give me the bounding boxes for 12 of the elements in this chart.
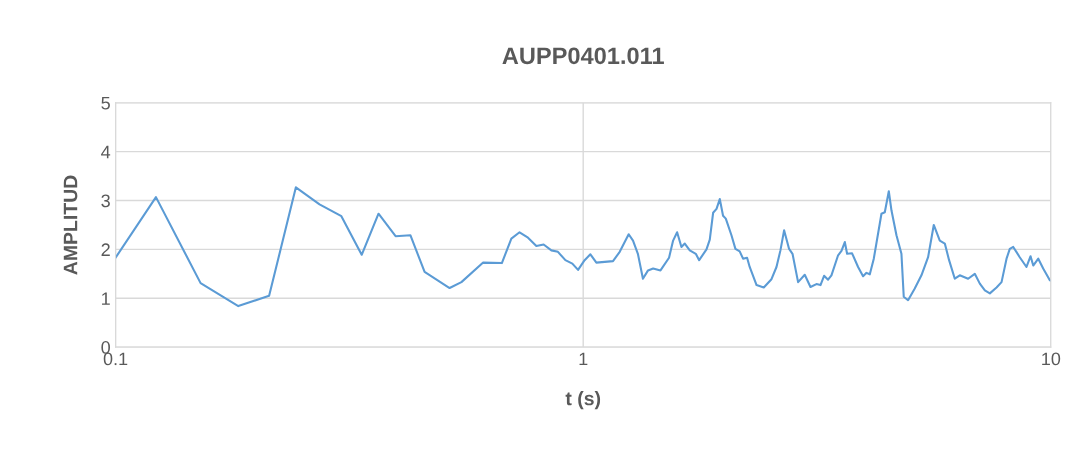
y-tick-label: 1 bbox=[102, 292, 110, 305]
x-axis-title: t (s) bbox=[565, 391, 601, 410]
y-tick-label: 0 bbox=[101, 341, 110, 354]
x-tick-label: 0.1 bbox=[103, 352, 128, 366]
y-tick-label: 4 bbox=[101, 145, 111, 159]
y-axis-title: AMPLITUD bbox=[63, 175, 78, 275]
chart-title: AUPP0401.011 bbox=[502, 47, 664, 65]
x-tick-label: 1 bbox=[579, 352, 588, 366]
x-tick-label: 10 bbox=[1042, 352, 1061, 366]
y-tick-label: 3 bbox=[101, 194, 110, 208]
y-tick-label: 2 bbox=[101, 243, 110, 256]
y-tick-label: 5 bbox=[101, 96, 110, 110]
